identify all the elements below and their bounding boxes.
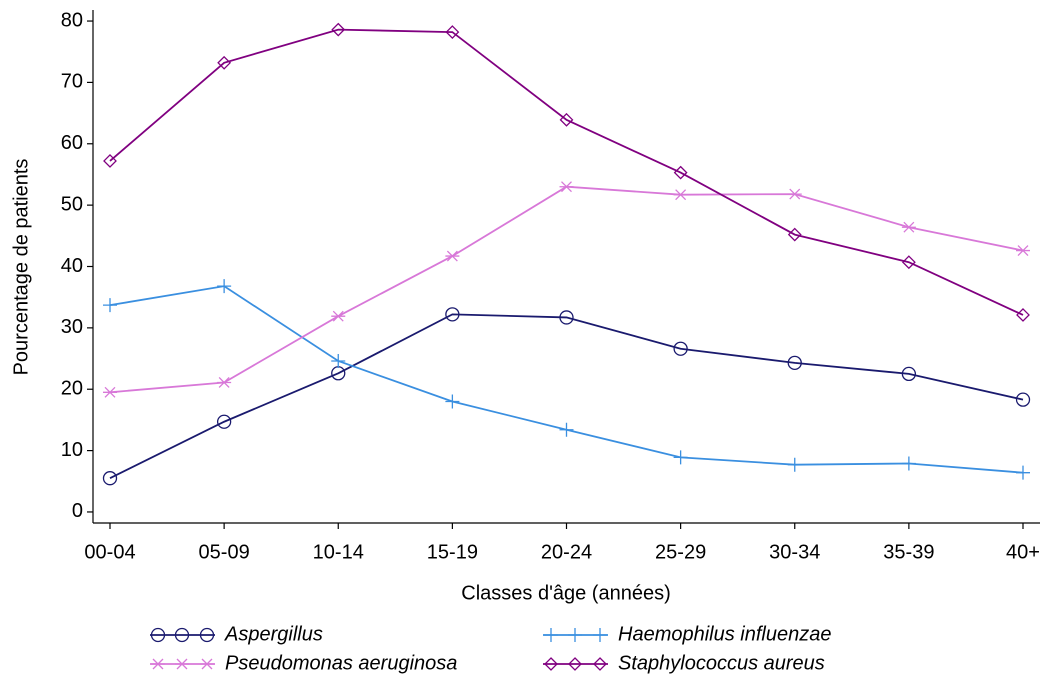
marker <box>673 450 688 465</box>
series-line <box>109 313 1024 480</box>
marker <box>559 181 574 193</box>
marker <box>901 456 916 471</box>
marker <box>673 165 688 180</box>
y-tick-label: 10 <box>61 439 83 461</box>
marker <box>217 377 232 388</box>
marker <box>1016 308 1030 322</box>
y-axis-label: Pourcentage de patients <box>10 159 32 376</box>
marker <box>331 310 346 322</box>
x-tick-label: 15-19 <box>427 541 478 563</box>
x-tick-label: 30-34 <box>769 541 820 563</box>
marker <box>445 25 460 40</box>
marker <box>216 414 232 429</box>
marker <box>331 354 346 368</box>
x-tick-label: 20-24 <box>541 541 592 563</box>
y-tick-label: 30 <box>61 316 83 338</box>
marker <box>102 471 118 486</box>
y-tick-label: 60 <box>61 132 83 154</box>
marker <box>1016 245 1030 257</box>
legend-label: Haemophilus influenzae <box>618 623 831 645</box>
marker <box>331 22 346 37</box>
marker <box>673 189 688 201</box>
series-line <box>109 28 1024 316</box>
marker <box>217 279 232 294</box>
x-tick-label: 10-14 <box>313 541 364 563</box>
marker <box>901 255 916 270</box>
marker <box>787 457 802 472</box>
series-line <box>109 285 1024 474</box>
legend-label: Staphylococcus aureus <box>618 652 825 674</box>
marker <box>568 628 582 642</box>
x-axis-label: Classes d'âge (années) <box>461 582 671 604</box>
marker <box>175 658 189 670</box>
series-line <box>109 185 1024 394</box>
marker <box>217 55 232 70</box>
y-tick-label: 50 <box>61 193 83 215</box>
marker <box>1016 465 1030 480</box>
marker <box>787 227 802 242</box>
marker <box>901 366 917 382</box>
marker <box>174 627 190 643</box>
y-tick-label: 80 <box>61 9 83 31</box>
x-tick-label: 05-09 <box>199 541 250 563</box>
marker <box>150 627 166 643</box>
marker <box>559 422 574 437</box>
y-tick-label: 20 <box>61 378 83 400</box>
marker <box>568 657 582 671</box>
marker <box>544 657 558 671</box>
marker <box>673 341 688 356</box>
marker <box>593 657 607 671</box>
y-tick-label: 70 <box>61 71 83 93</box>
x-tick-label: 00-04 <box>84 541 135 563</box>
marker <box>103 386 117 398</box>
marker <box>559 112 574 127</box>
marker <box>559 310 574 325</box>
marker <box>445 394 460 409</box>
x-tick-label: 35-39 <box>883 541 934 563</box>
marker <box>445 307 460 322</box>
x-tick-label: 25-29 <box>655 541 706 563</box>
y-tick-label: 0 <box>72 500 83 522</box>
marker <box>200 658 214 670</box>
marker <box>593 628 607 642</box>
legend-label: Aspergillus <box>224 623 323 645</box>
marker <box>103 154 117 168</box>
marker <box>787 355 802 370</box>
marker <box>103 298 117 313</box>
legend-label: Pseudomonas aeruginosa <box>225 652 457 674</box>
marker <box>544 628 558 642</box>
x-tick-label: 40+ <box>1006 541 1040 563</box>
marker <box>151 658 165 670</box>
marker <box>445 250 460 262</box>
marker <box>199 627 215 643</box>
marker <box>901 221 916 233</box>
marker <box>787 188 802 200</box>
y-tick-label: 40 <box>61 255 83 277</box>
marker <box>1015 392 1031 407</box>
